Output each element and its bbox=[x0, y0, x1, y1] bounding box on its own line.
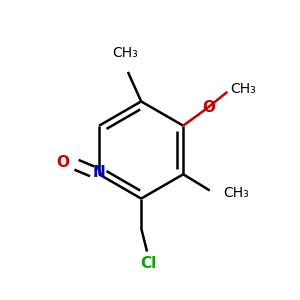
Text: CH₃: CH₃ bbox=[112, 46, 138, 60]
Text: Cl: Cl bbox=[140, 256, 157, 271]
Text: O: O bbox=[56, 155, 69, 170]
Text: CH₃: CH₃ bbox=[230, 82, 256, 96]
Text: N: N bbox=[93, 165, 106, 180]
Text: CH₃: CH₃ bbox=[223, 186, 249, 200]
Text: O: O bbox=[202, 100, 215, 115]
